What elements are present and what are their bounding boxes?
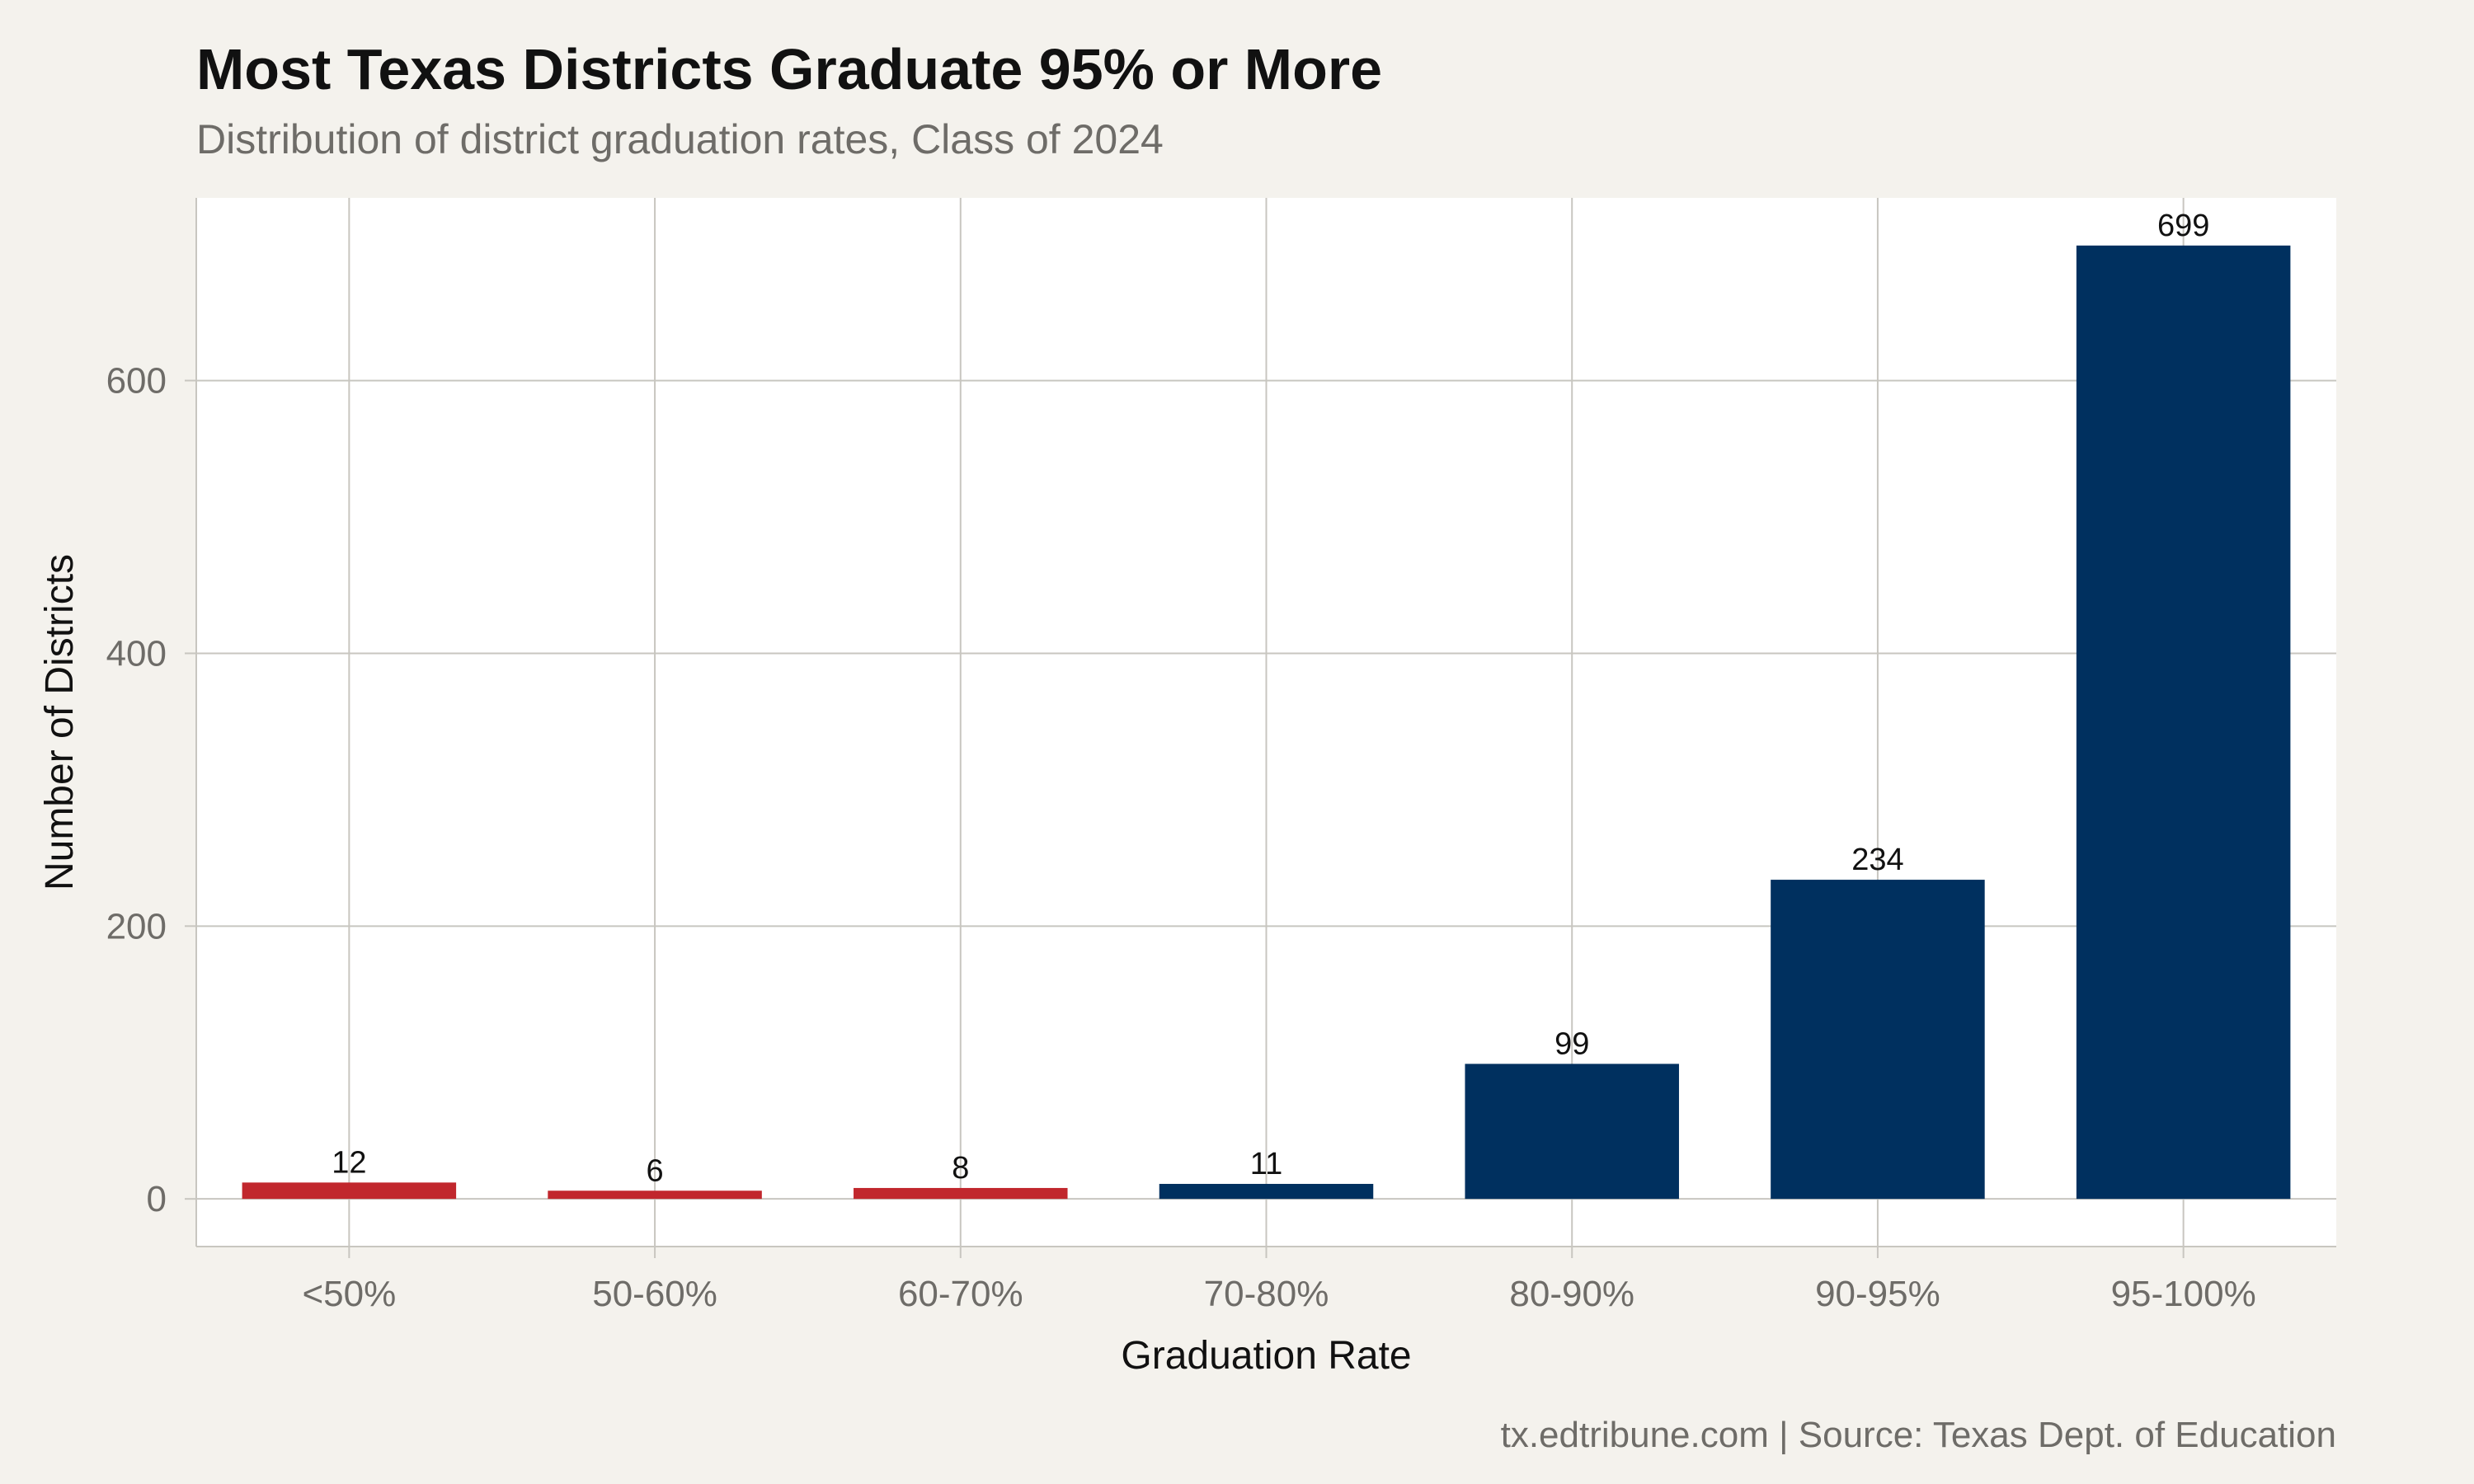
bar-value-label: 6 xyxy=(647,1153,664,1188)
bars xyxy=(242,245,2291,1200)
bar-value-label: 699 xyxy=(2157,209,2209,243)
y-tick-label: 0 xyxy=(147,1179,167,1219)
bar-value-label: 11 xyxy=(1250,1147,1282,1181)
bar xyxy=(548,1190,762,1200)
bar xyxy=(2076,245,2291,1200)
bar-value-label: 234 xyxy=(1851,843,1903,877)
bar-value-label: 99 xyxy=(1554,1026,1589,1061)
y-axis-title: Number of Districts xyxy=(38,554,82,890)
chart-caption: tx.edtribune.com | Source: Texas Dept. o… xyxy=(1500,1415,2336,1455)
x-axis: <50% 50-60% 60-70% 70-80% 80-90% 90-95% 95-100… xyxy=(196,1246,2336,1314)
x-tick-label: 70-80% xyxy=(1204,1274,1329,1314)
bar xyxy=(1465,1064,1679,1200)
chart-title: Most Texas Districts Graduate 95% or Mor… xyxy=(196,37,1383,101)
bar xyxy=(1159,1183,1374,1200)
x-tick-label: 60-70% xyxy=(898,1274,1023,1314)
chart-subtitle: Distribution of district graduation rate… xyxy=(196,116,1164,162)
x-tick-label: 90-95% xyxy=(1815,1274,1940,1314)
bar xyxy=(242,1182,457,1200)
x-tick-label: <50% xyxy=(302,1274,396,1314)
x-tick-label: 80-90% xyxy=(1509,1274,1634,1314)
y-tick-label: 600 xyxy=(106,361,167,402)
x-tick-label: 95-100% xyxy=(2111,1274,2256,1314)
bar-value-label: 8 xyxy=(952,1151,969,1186)
x-axis-title: Graduation Rate xyxy=(1121,1334,1411,1378)
y-tick-label: 400 xyxy=(106,633,167,674)
bar xyxy=(854,1187,1068,1200)
bar-value-label: 12 xyxy=(332,1145,366,1180)
data-labels: 12 6 8 11 99 234 699 xyxy=(332,209,2209,1188)
y-tick-label: 200 xyxy=(106,906,167,946)
y-axis: 0 200 400 600 xyxy=(106,198,197,1247)
x-tick-label: 50-60% xyxy=(592,1274,717,1314)
bar xyxy=(1771,880,1985,1200)
